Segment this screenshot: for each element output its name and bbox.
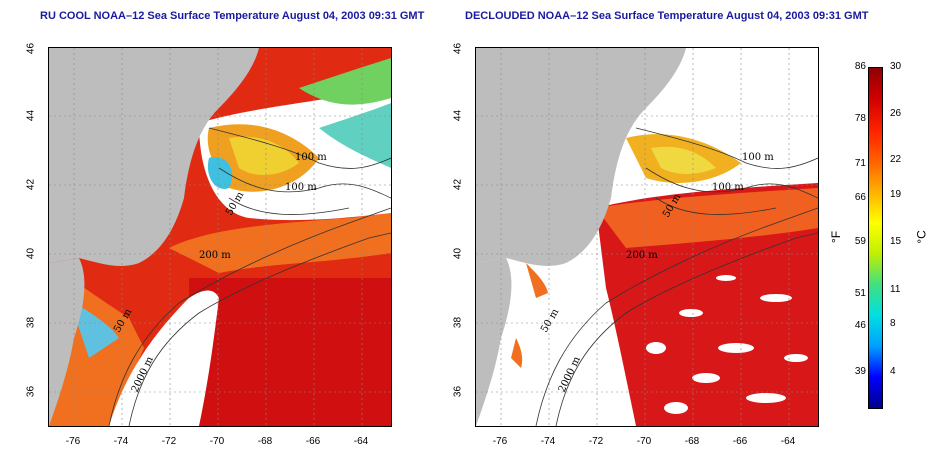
green-patch-north	[299, 58, 391, 105]
lon-label: -72	[588, 436, 604, 447]
colorbar-celsius-tick: 8	[890, 318, 896, 329]
lat-label: 36	[25, 385, 37, 398]
land-mass	[49, 48, 259, 266]
contour-label-100m-b: 100 m	[285, 182, 317, 193]
orange-band	[596, 188, 818, 248]
right-panel-title: DECLOUDED NOAA–12 Sea Surface Temperatur…	[465, 10, 869, 22]
lat-label: 36	[452, 385, 464, 398]
lon-label: -72	[161, 436, 177, 447]
colorbar-celsius-tick: 19	[890, 189, 902, 200]
colorbar-fahrenheit-tick: 71	[854, 158, 866, 169]
land-coast-south	[49, 258, 85, 426]
right-sst-map: 100 m 100 m 50 m 200 m 50 m 2000 m	[475, 47, 819, 427]
lon-label: -74	[540, 436, 556, 447]
lon-label: -70	[209, 436, 225, 447]
ocean-hot-area	[189, 278, 391, 426]
lat-label: 44	[25, 109, 37, 122]
land-coast-south	[476, 258, 512, 426]
colorbar-fahrenheit-tick: 51	[854, 288, 866, 299]
coastal-orange-patch	[526, 263, 548, 298]
lon-label: -66	[732, 436, 748, 447]
lon-label: -70	[636, 436, 652, 447]
lon-label: -76	[492, 436, 508, 447]
gulf-of-maine-yellow	[229, 136, 299, 175]
lon-label: -64	[353, 436, 369, 447]
left-sst-map: 100 m 100 m 50 m 200 m 50 m 2000 m	[48, 47, 392, 427]
contour-label-100m-a: 100 m	[742, 152, 774, 163]
lat-label: 38	[25, 316, 37, 329]
lat-label: 42	[452, 178, 464, 191]
bathymetry-contours	[108, 127, 391, 426]
lat-label: 42	[25, 178, 37, 191]
colorbar-fahrenheit-tick: 66	[854, 192, 866, 203]
lon-label: -74	[113, 436, 129, 447]
colorbar-fahrenheit-tick: 46	[854, 320, 866, 331]
colorbar-celsius-tick: 4	[890, 366, 896, 377]
colorbar-fahrenheit-tick: 39	[854, 366, 866, 377]
coastal-cool-patch	[69, 298, 119, 358]
contour-label-200m: 200 m	[199, 250, 231, 261]
left-map-canvas: 100 m 100 m 50 m 200 m 50 m 2000 m	[49, 48, 391, 426]
colorbar-celsius-tick: 26	[890, 108, 902, 119]
colorbar-celsius-unit: °C	[914, 230, 929, 244]
colorbar-celsius-tick: 30	[890, 61, 902, 72]
lat-label: 40	[452, 247, 464, 260]
lat-label: 40	[25, 247, 37, 260]
lat-label: 38	[452, 316, 464, 329]
cloud-holes	[646, 275, 808, 414]
contour-label-100m-a: 100 m	[295, 152, 327, 163]
colorbar-celsius-tick: 15	[890, 236, 902, 247]
colorbar-celsius-tick: 11	[890, 284, 901, 295]
land-mass	[476, 48, 686, 266]
lat-label: 44	[452, 109, 464, 122]
lat-label: 46	[452, 42, 464, 55]
colorbar-fahrenheit-tick: 86	[854, 61, 866, 72]
graticule	[49, 48, 391, 426]
graticule	[476, 48, 818, 426]
gulf-of-maine-yellow	[651, 146, 716, 174]
cloud-bank-offshore	[109, 290, 219, 426]
lon-label: -68	[684, 436, 700, 447]
cool-patch-east	[319, 103, 391, 168]
lon-label: -68	[257, 436, 273, 447]
right-map-canvas: 100 m 100 m 50 m 200 m 50 m 2000 m	[476, 48, 818, 426]
contour-label-100m-b: 100 m	[712, 182, 744, 193]
cool-patch-west	[207, 157, 233, 189]
colorbar-fahrenheit-tick: 78	[854, 113, 866, 124]
lon-label: -64	[780, 436, 796, 447]
temperature-colorbar	[868, 67, 883, 409]
contour-label-200m: 200 m	[626, 250, 658, 261]
lon-label: -76	[65, 436, 81, 447]
colorbar-fahrenheit-tick: 59	[854, 236, 866, 247]
colorbar-fahrenheit-unit: °F	[829, 230, 844, 244]
lon-label: -66	[305, 436, 321, 447]
colorbar-celsius-tick: 22	[890, 154, 902, 165]
left-panel-title: RU COOL NOAA–12 Sea Surface Temperature …	[40, 10, 425, 22]
bathymetry-contours	[535, 127, 818, 426]
coastal-orange-patch	[511, 338, 523, 368]
lat-label: 46	[25, 42, 37, 55]
